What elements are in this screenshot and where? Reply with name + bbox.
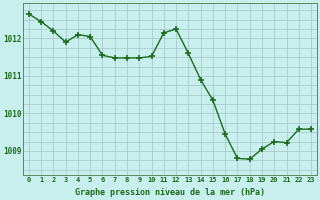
X-axis label: Graphe pression niveau de la mer (hPa): Graphe pression niveau de la mer (hPa) [75,188,265,197]
